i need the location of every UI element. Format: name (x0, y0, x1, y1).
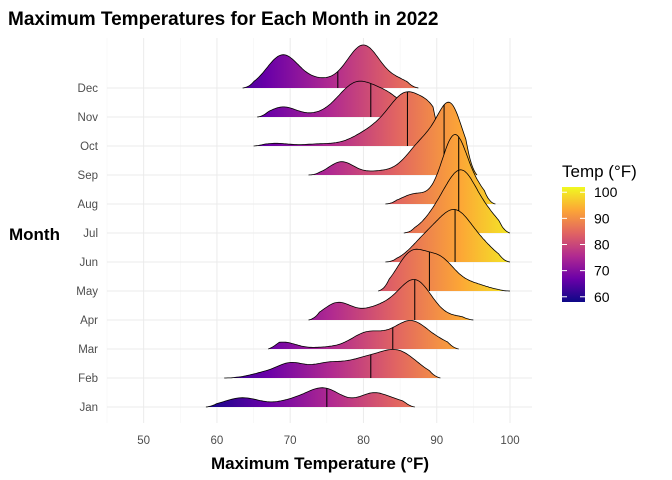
y-tick-label: Jan (79, 402, 98, 414)
ridge-outline (308, 101, 478, 176)
y-tick-label: Dec (78, 83, 99, 95)
ridge-dec (242, 44, 419, 89)
x-tick-label: 70 (284, 435, 297, 447)
ridges (205, 44, 511, 408)
y-tick-label: Feb (78, 373, 98, 385)
ridge-jan (205, 387, 415, 408)
ridge-nov (257, 80, 419, 118)
y-tick-label: Jul (83, 228, 98, 240)
legend-tick-label: 80 (594, 237, 610, 253)
ridge-outline (385, 208, 511, 263)
legend-color-bar (562, 187, 585, 302)
x-tick-label: 100 (500, 435, 519, 447)
x-tick-label: 50 (137, 435, 150, 447)
ridge-fill (268, 320, 459, 349)
ridge-outline (403, 169, 511, 234)
ridge-fill (224, 349, 441, 378)
ridge-fill (205, 387, 415, 407)
y-tick-label: Mar (78, 344, 98, 356)
chart-title: Maximum Temperatures for Each Month in 2… (8, 9, 438, 30)
legend-ticks: 60 70 80 90 100 (562, 184, 618, 305)
ridge-fill (403, 169, 510, 233)
y-axis-title: Month (9, 225, 60, 244)
legend-tick-label: 90 (594, 210, 610, 226)
y-tick-label: Apr (80, 315, 98, 327)
legend-tick-label: 60 (594, 289, 610, 305)
ridge-outline (308, 279, 474, 321)
ridge-mar (268, 320, 459, 350)
ridge-fill (242, 45, 419, 88)
y-tick-label: May (76, 286, 98, 298)
ridge-oct (253, 91, 445, 147)
legend-tick-label: 100 (594, 184, 618, 200)
ridge-outline (257, 80, 419, 118)
x-tick-label: 60 (211, 435, 224, 447)
x-tick-label: 90 (430, 435, 443, 447)
ridge-outline (268, 320, 459, 350)
ridge-fill (257, 81, 419, 117)
ridge-outline (205, 387, 415, 408)
ridge-feb (224, 349, 441, 379)
legend-tick-label: 70 (594, 263, 610, 279)
ridge-fill (253, 91, 445, 146)
ridge-fill (308, 279, 474, 320)
ridge-outline (377, 248, 510, 292)
x-axis-tick-labels: 50 60 70 80 90 100 (137, 435, 519, 447)
legend: Temp (°F) 60 70 80 90 100 (562, 162, 637, 305)
y-tick-label: Nov (78, 112, 99, 124)
y-axis-tick-labels: Jan Feb Mar Apr May Jun Jul Aug Sep Oct Nov Dec (76, 83, 99, 414)
ridge-outline (253, 91, 445, 147)
y-tick-label: Aug (78, 199, 98, 211)
y-tick-label: Jun (79, 257, 98, 269)
x-tick-label: 80 (357, 435, 370, 447)
ridge-outline (224, 349, 441, 379)
ridge-apr (308, 279, 474, 321)
y-tick-label: Sep (78, 170, 98, 182)
ridge-outline (385, 134, 496, 205)
y-tick-label: Oct (80, 141, 99, 153)
x-axis-title: Maximum Temperature (°F) (211, 454, 429, 473)
ridge-outline (242, 44, 419, 89)
legend-title: Temp (°F) (562, 162, 637, 181)
